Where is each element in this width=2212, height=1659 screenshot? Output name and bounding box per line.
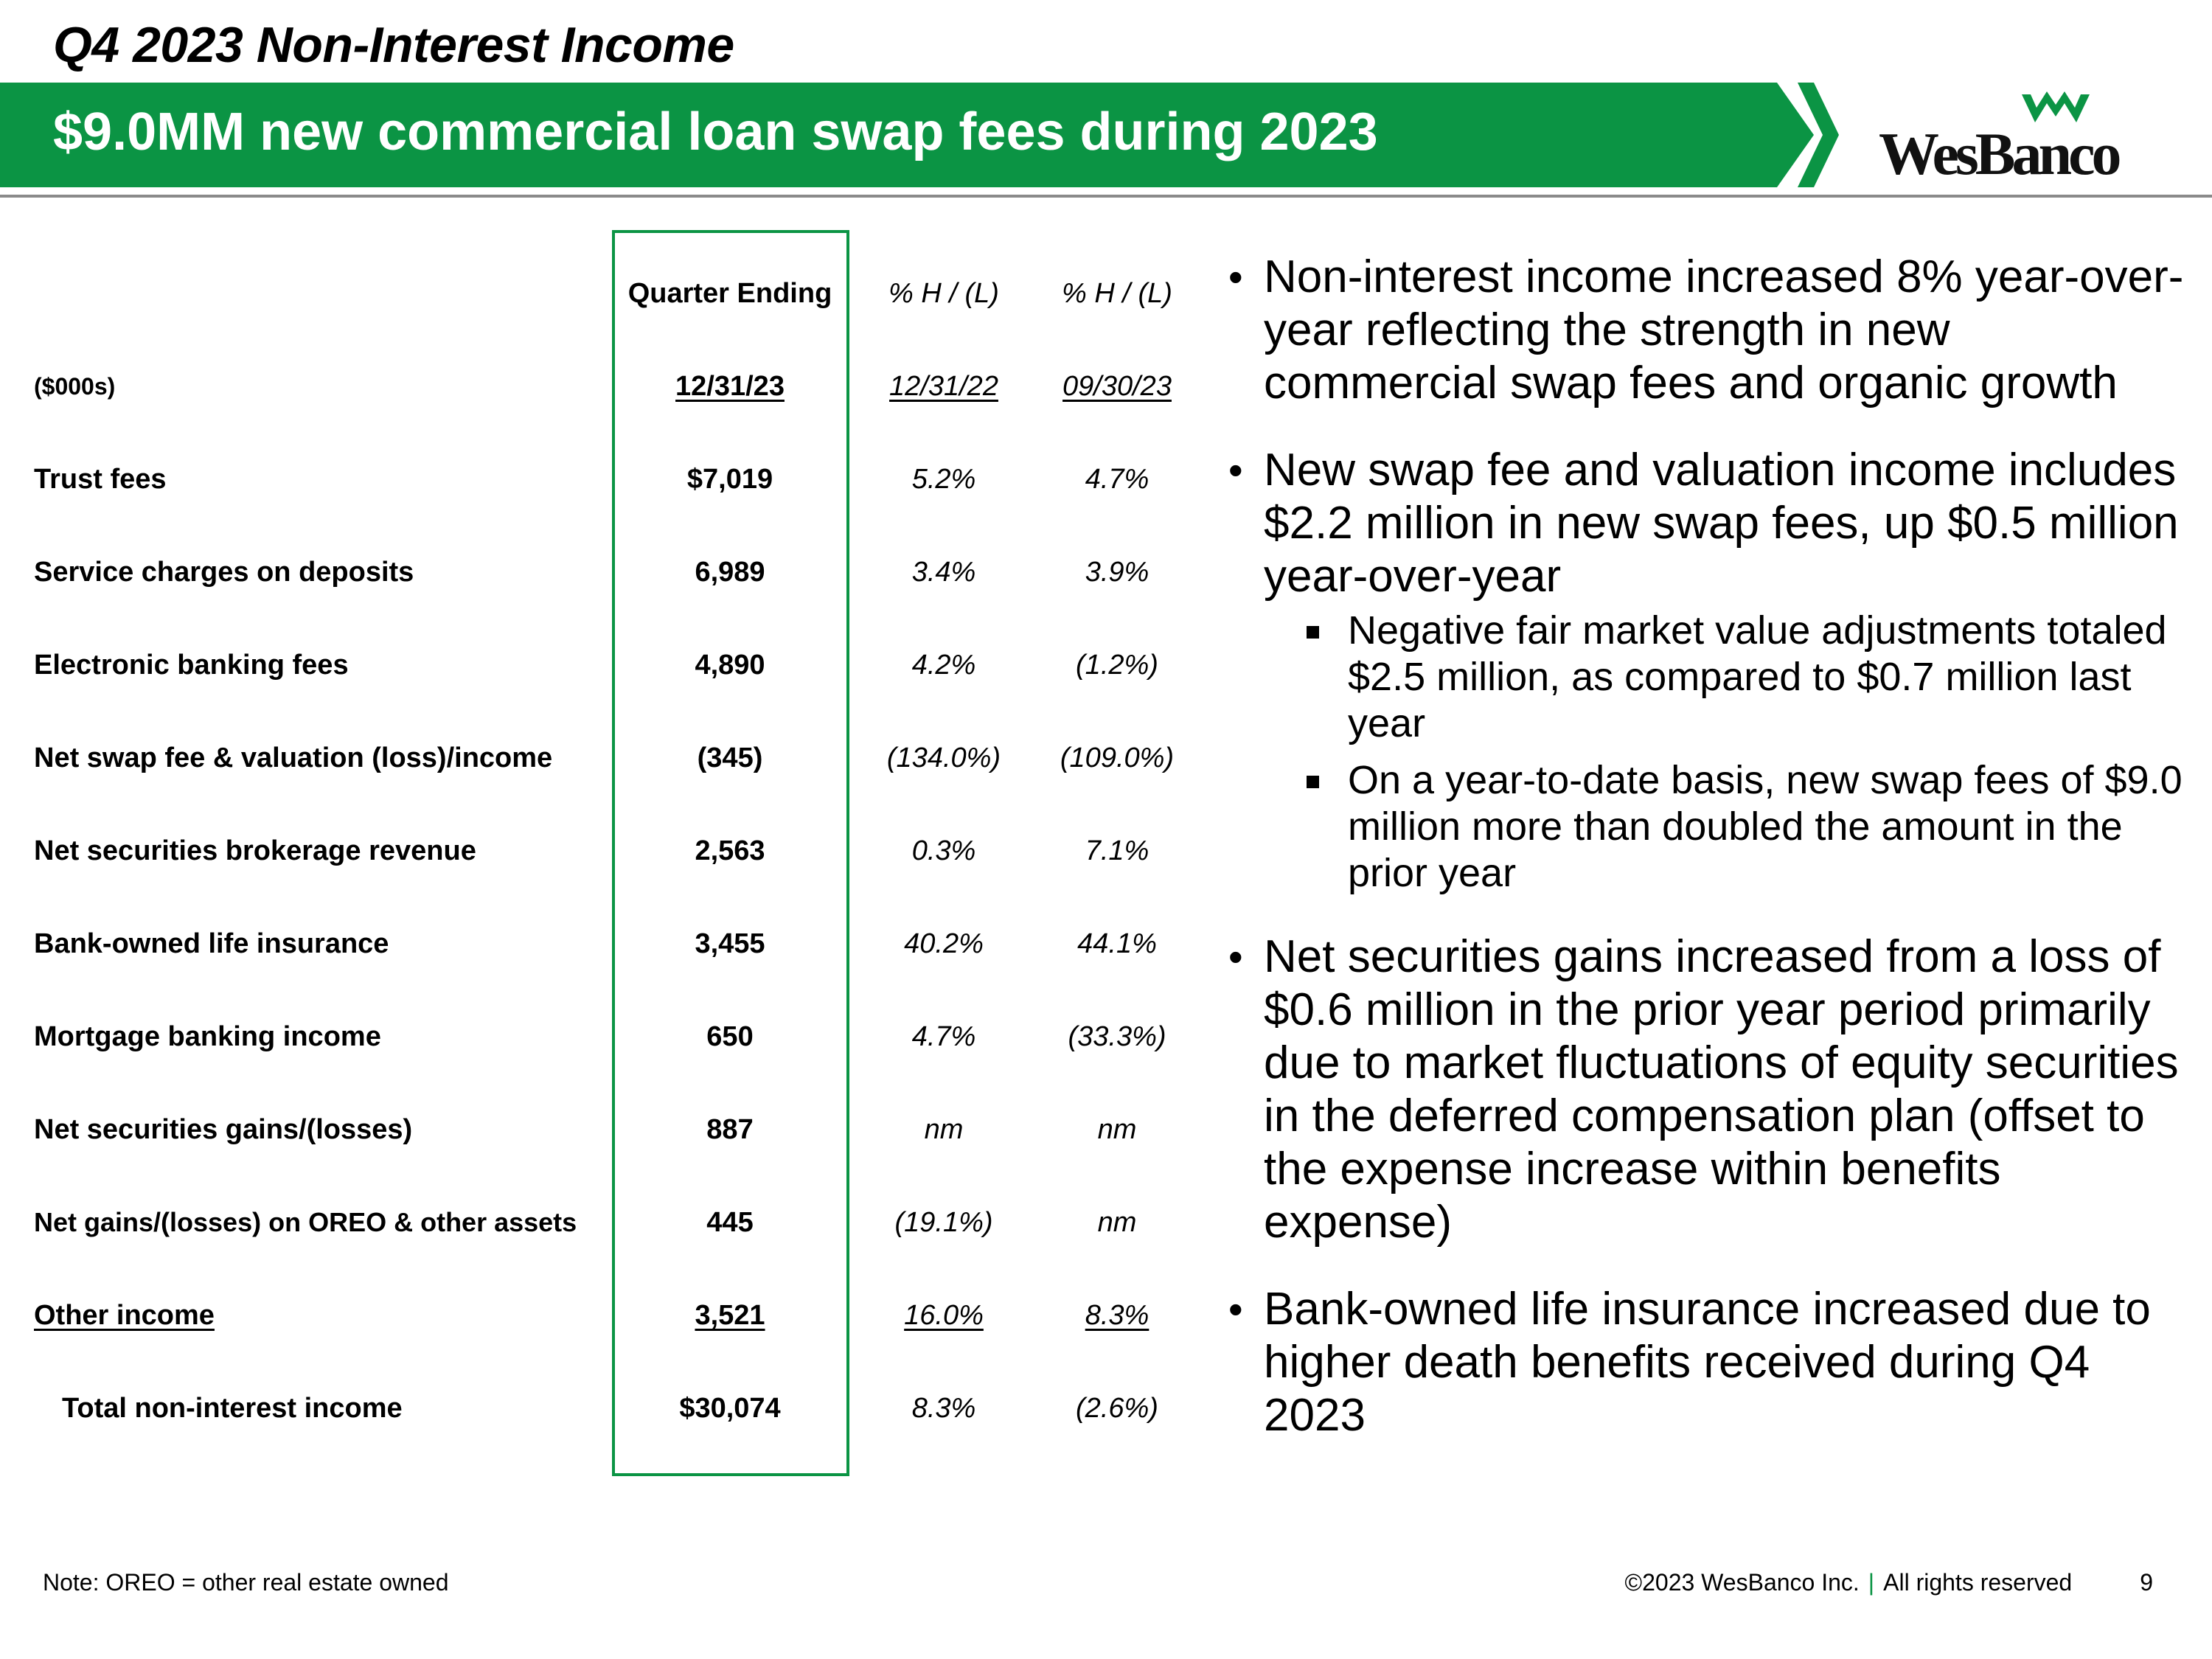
row-pct-yoy: 5.2% — [911, 464, 976, 495]
row-label: Net securities gains/(losses) — [34, 1114, 413, 1145]
page-number: 9 — [2140, 1569, 2153, 1596]
row-pct-qoq: 44.1% — [1077, 928, 1157, 959]
row-pct-qoq: nm — [1097, 1207, 1137, 1238]
row-label: Net gains/(losses) on OREO & other asset… — [34, 1207, 577, 1237]
current-quarter-highlight — [612, 230, 849, 1476]
row-pct-qoq: 3.9% — [1085, 557, 1150, 588]
table-row: Net gains/(losses) on OREO & other asset… — [0, 1200, 1194, 1245]
row-label: Other income — [34, 1300, 215, 1331]
row-value: 650 — [706, 1021, 754, 1052]
header-pct-change-2: % H / (L) — [1062, 278, 1172, 309]
table-row: Other income 3,521 16.0% 8.3% — [0, 1293, 1194, 1338]
banner-title: $9.0MM new commercial loan swap fees dur… — [53, 102, 1378, 161]
bullet-item: • New swap fee and valuation income incl… — [1224, 444, 2190, 897]
row-value: 3,521 — [695, 1300, 765, 1331]
wesbanco-logo: WesBanco — [1879, 87, 2137, 187]
logo-text: WesBanco — [1879, 120, 2121, 187]
bullet-item: • Bank-owned life insurance increased du… — [1224, 1283, 2190, 1442]
total-pct-qoq: (2.6%) — [1076, 1393, 1158, 1424]
row-label: Net securities brokerage revenue — [34, 835, 476, 866]
total-pct-yoy: 8.3% — [911, 1393, 976, 1424]
table-row: Mortgage banking income 650 4.7% (33.3%) — [0, 1015, 1194, 1059]
row-pct-qoq: (1.2%) — [1076, 650, 1158, 681]
sub-bullet-item: On a year-to-date basis, new swap fees o… — [1224, 757, 2190, 897]
square-bullet-icon — [1307, 626, 1319, 639]
logo-mark-icon — [2022, 91, 2090, 122]
table-row: Trust fees $7,019 5.2% 4.7% — [0, 457, 1194, 501]
bullet-text: New swap fee and valuation income includ… — [1264, 445, 2179, 602]
row-value: 3,455 — [695, 928, 765, 959]
row-label: Service charges on deposits — [34, 557, 414, 588]
table-row: Net securities brokerage revenue 2,563 0… — [0, 829, 1194, 873]
row-pct-yoy: 4.7% — [911, 1021, 976, 1052]
row-pct-qoq: 4.7% — [1085, 464, 1150, 495]
title-banner — [0, 83, 1814, 187]
row-value: 2,563 — [695, 835, 765, 866]
bullet-dot-icon: • — [1228, 1286, 1243, 1332]
header-pct-change-1: % H / (L) — [888, 278, 999, 309]
table-total-row: Total non-interest income $30,074 8.3% (… — [0, 1386, 1194, 1430]
sub-bullet-list: Negative fair market value adjustments t… — [1264, 608, 2190, 897]
bullet-text: Non-interest income increased 8% year-ov… — [1264, 251, 2184, 408]
sub-bullet-item: Negative fair market value adjustments t… — [1224, 608, 2190, 747]
row-value: 887 — [706, 1114, 754, 1145]
total-value: $30,074 — [679, 1393, 781, 1424]
footnote: Note: OREO = other real estate owned — [43, 1569, 449, 1596]
table-row: Net securities gains/(losses) 887 nm nm — [0, 1107, 1194, 1152]
footer-copyright: ©2023 WesBanco Inc. | All rights reserved 9 — [1625, 1569, 2153, 1596]
commentary-bullets: • Non-interest income increased 8% year-… — [1224, 251, 2190, 1476]
row-pct-yoy: 3.4% — [911, 557, 976, 588]
row-label: Bank-owned life insurance — [34, 928, 389, 959]
row-label: Trust fees — [34, 464, 167, 495]
row-pct-qoq: (33.3%) — [1068, 1021, 1166, 1052]
row-value: 6,989 — [695, 557, 765, 588]
row-label: Mortgage banking income — [34, 1021, 381, 1052]
table-row: Service charges on deposits 6,989 3.4% 3… — [0, 550, 1194, 594]
row-pct-qoq: 7.1% — [1085, 835, 1150, 866]
row-pct-yoy: 40.2% — [904, 928, 984, 959]
row-pct-yoy: nm — [924, 1114, 964, 1145]
row-pct-yoy: 4.2% — [911, 650, 976, 681]
row-pct-yoy: (19.1%) — [894, 1207, 993, 1238]
table-header-row: Quarter Ending % H / (L) % H / (L) — [0, 271, 1194, 316]
copyright-text: ©2023 WesBanco Inc. — [1624, 1569, 1860, 1596]
table-row: Net swap fee & valuation (loss)/income (… — [0, 736, 1194, 780]
total-label: Total non-interest income — [62, 1393, 403, 1424]
row-pct-yoy: 16.0% — [904, 1300, 984, 1331]
row-value: 4,890 — [695, 650, 765, 681]
footer-separator: | — [1868, 1569, 1875, 1596]
page-title: Q4 2023 Non-Interest Income — [53, 17, 734, 73]
row-pct-qoq: nm — [1097, 1114, 1137, 1145]
table-date-row: ($000s) 12/31/23 12/31/22 09/30/23 — [0, 364, 1194, 408]
header-quarter-ending: Quarter Ending — [627, 278, 832, 309]
rights-text: All rights reserved — [1883, 1569, 2073, 1596]
table-row: Electronic banking fees 4,890 4.2% (1.2%… — [0, 643, 1194, 687]
row-label: Electronic banking fees — [34, 650, 349, 681]
bullet-dot-icon: • — [1228, 447, 1243, 493]
row-pct-yoy: 0.3% — [911, 835, 976, 866]
date-current: 12/31/23 — [675, 371, 785, 402]
sub-bullet-text: Negative fair market value adjustments t… — [1348, 608, 2167, 745]
bullet-item: • Non-interest income increased 8% year-… — [1224, 251, 2190, 410]
bullet-text: Bank-owned life insurance increased due … — [1264, 1284, 2151, 1441]
row-pct-yoy: (134.0%) — [886, 742, 1001, 773]
bullet-dot-icon: • — [1228, 933, 1243, 980]
units-label: ($000s) — [34, 373, 116, 400]
row-value: (345) — [697, 742, 763, 773]
row-value: 445 — [706, 1207, 754, 1238]
date-prior-quarter: 09/30/23 — [1062, 371, 1172, 402]
date-prior-year: 12/31/22 — [889, 371, 998, 402]
sub-bullet-text: On a year-to-date basis, new swap fees o… — [1348, 758, 2183, 895]
bullet-dot-icon: • — [1228, 254, 1243, 300]
bullet-text: Net securities gains increased from a lo… — [1264, 931, 2179, 1248]
table-row: Bank-owned life insurance 3,455 40.2% 44… — [0, 922, 1194, 966]
bullet-item: • Net securities gains increased from a … — [1224, 931, 2190, 1249]
row-value: $7,019 — [686, 464, 773, 495]
square-bullet-icon — [1307, 776, 1319, 788]
row-label: Net swap fee & valuation (loss)/income — [34, 742, 553, 773]
row-pct-qoq: 8.3% — [1085, 1300, 1150, 1331]
header-divider — [0, 195, 2212, 198]
row-pct-qoq: (109.0%) — [1060, 742, 1175, 773]
